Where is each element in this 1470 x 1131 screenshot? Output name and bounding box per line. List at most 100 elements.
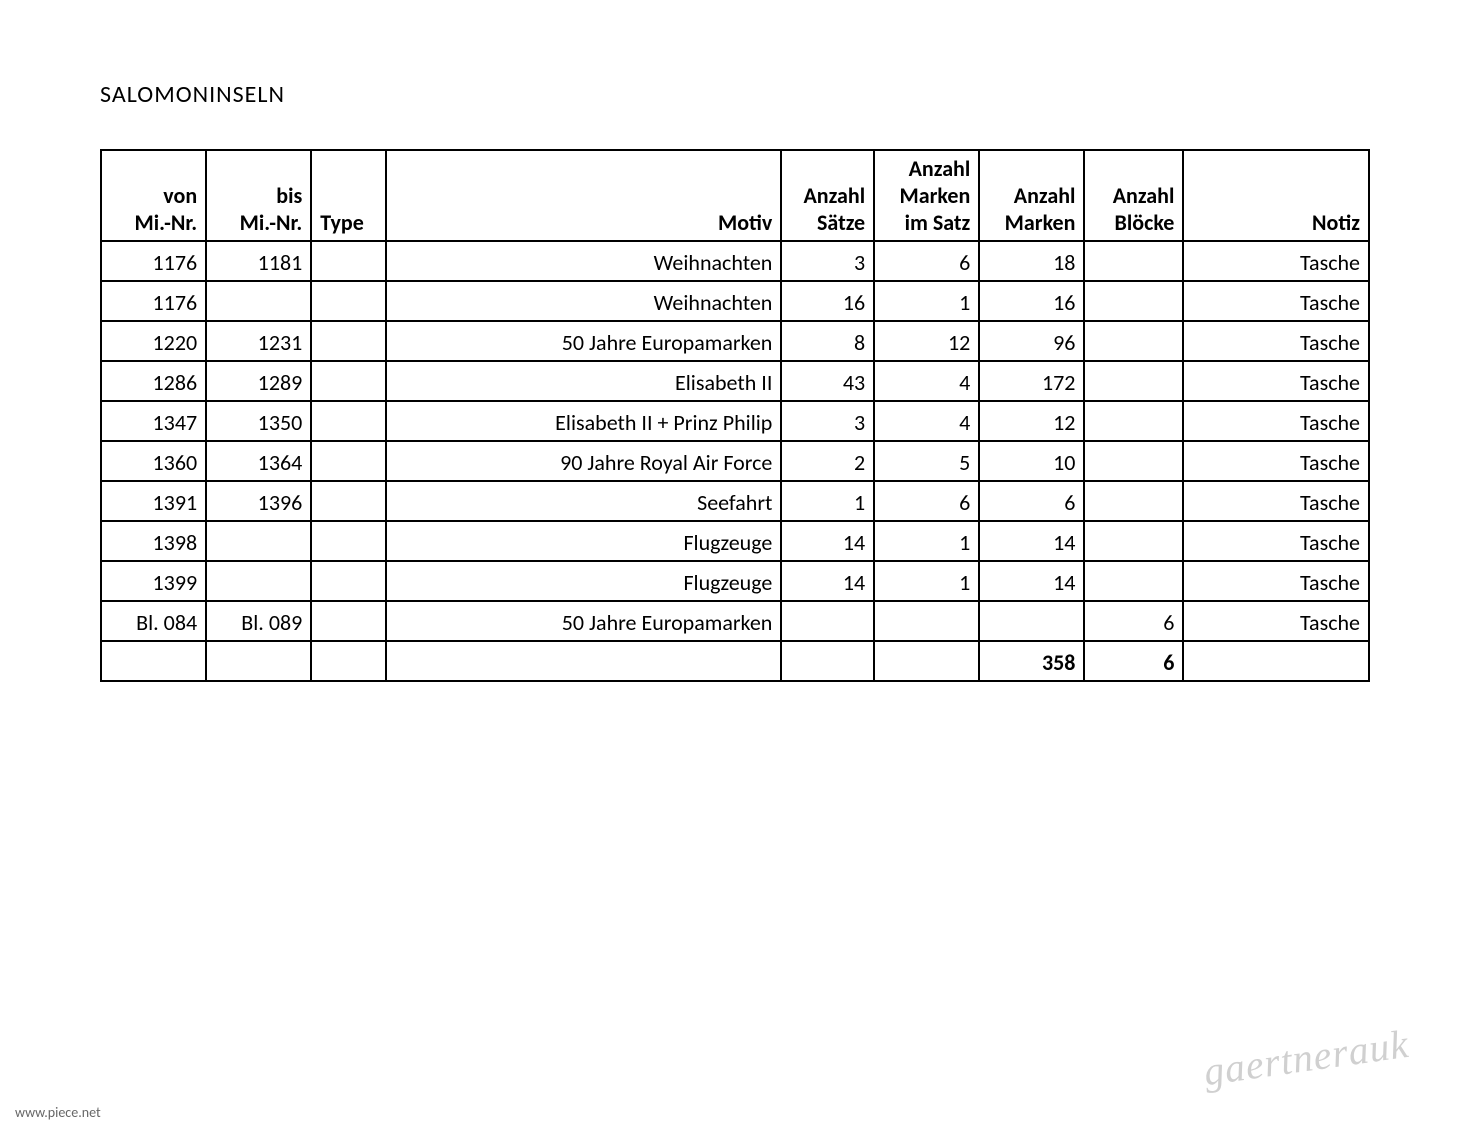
footer-source: www.piece.net xyxy=(15,1104,101,1121)
cell-satze: 2 xyxy=(781,441,874,481)
total-cell xyxy=(781,641,874,681)
cell-blocke xyxy=(1084,481,1183,521)
cell-notiz: Tasche xyxy=(1183,401,1369,441)
cell-marken: 10 xyxy=(979,441,1084,481)
cell-blocke xyxy=(1084,441,1183,481)
cell-type xyxy=(311,361,385,401)
cell-marken: 16 xyxy=(979,281,1084,321)
cell-blocke xyxy=(1084,241,1183,281)
cell-blocke xyxy=(1084,561,1183,601)
document-container: SALOMONINSELN von Mi.-Nr. bis Mi.-Nr. xyxy=(0,0,1470,682)
cell-imsatz: 12 xyxy=(874,321,979,361)
cell-type xyxy=(311,241,385,281)
table-row: 1398Flugzeuge14114Tasche xyxy=(101,521,1369,561)
cell-satze: 14 xyxy=(781,521,874,561)
cell-blocke xyxy=(1084,281,1183,321)
table-row: 1360136490 Jahre Royal Air Force2510Tasc… xyxy=(101,441,1369,481)
table-row: 12861289Elisabeth II434172Tasche xyxy=(101,361,1369,401)
cell-bis: 1350 xyxy=(206,401,311,441)
cell-type xyxy=(311,321,385,361)
cell-marken: 18 xyxy=(979,241,1084,281)
table-header-row: von Mi.-Nr. bis Mi.-Nr. Type Motiv Anzah… xyxy=(101,150,1369,241)
cell-motiv: Elisabeth II xyxy=(386,361,782,401)
cell-bis: 1289 xyxy=(206,361,311,401)
col-header-marken: Anzahl Marken xyxy=(979,150,1084,241)
cell-von: 1398 xyxy=(101,521,206,561)
cell-blocke: 6 xyxy=(1084,601,1183,641)
cell-motiv: Flugzeuge xyxy=(386,521,782,561)
cell-type xyxy=(311,481,385,521)
cell-blocke xyxy=(1084,361,1183,401)
cell-type xyxy=(311,561,385,601)
cell-satze: 14 xyxy=(781,561,874,601)
cell-motiv: Flugzeuge xyxy=(386,561,782,601)
cell-imsatz: 4 xyxy=(874,361,979,401)
table-row: 11761181Weihnachten3618Tasche xyxy=(101,241,1369,281)
cell-notiz: Tasche xyxy=(1183,601,1369,641)
cell-notiz: Tasche xyxy=(1183,281,1369,321)
cell-satze: 3 xyxy=(781,401,874,441)
total-cell xyxy=(101,641,206,681)
cell-notiz: Tasche xyxy=(1183,521,1369,561)
total-cell: 6 xyxy=(1084,641,1183,681)
cell-satze: 1 xyxy=(781,481,874,521)
cell-imsatz: 6 xyxy=(874,241,979,281)
cell-satze: 16 xyxy=(781,281,874,321)
stamp-inventory-table: von Mi.-Nr. bis Mi.-Nr. Type Motiv Anzah… xyxy=(100,149,1370,682)
cell-von: 1176 xyxy=(101,281,206,321)
cell-notiz: Tasche xyxy=(1183,321,1369,361)
cell-satze xyxy=(781,601,874,641)
cell-imsatz: 1 xyxy=(874,521,979,561)
cell-marken xyxy=(979,601,1084,641)
cell-type xyxy=(311,521,385,561)
cell-notiz: Tasche xyxy=(1183,361,1369,401)
total-cell xyxy=(386,641,782,681)
cell-marken: 6 xyxy=(979,481,1084,521)
total-cell xyxy=(311,641,385,681)
cell-type xyxy=(311,281,385,321)
cell-marken: 14 xyxy=(979,521,1084,561)
cell-motiv: 50 Jahre Europamarken xyxy=(386,321,782,361)
cell-bis: 1231 xyxy=(206,321,311,361)
cell-von: Bl. 084 xyxy=(101,601,206,641)
cell-motiv: 50 Jahre Europamarken xyxy=(386,601,782,641)
cell-blocke xyxy=(1084,321,1183,361)
col-header-imsatz: Anzahl Marken im Satz xyxy=(874,150,979,241)
cell-notiz: Tasche xyxy=(1183,481,1369,521)
cell-motiv: 90 Jahre Royal Air Force xyxy=(386,441,782,481)
total-cell xyxy=(1183,641,1369,681)
cell-marken: 172 xyxy=(979,361,1084,401)
cell-von: 1360 xyxy=(101,441,206,481)
cell-imsatz xyxy=(874,601,979,641)
total-cell: 358 xyxy=(979,641,1084,681)
cell-imsatz: 1 xyxy=(874,281,979,321)
watermark-text: gaertnerauk xyxy=(1201,1020,1412,1095)
table-row: 1399Flugzeuge14114Tasche xyxy=(101,561,1369,601)
table-row: 13471350Elisabeth II + Prinz Philip3412T… xyxy=(101,401,1369,441)
page-title: SALOMONINSELN xyxy=(100,80,1370,109)
cell-marken: 96 xyxy=(979,321,1084,361)
cell-motiv: Seefahrt xyxy=(386,481,782,521)
col-header-type: Type xyxy=(311,150,385,241)
cell-von: 1391 xyxy=(101,481,206,521)
cell-imsatz: 4 xyxy=(874,401,979,441)
cell-bis: Bl. 089 xyxy=(206,601,311,641)
cell-blocke xyxy=(1084,521,1183,561)
cell-motiv: Weihnachten xyxy=(386,281,782,321)
total-cell xyxy=(874,641,979,681)
cell-notiz: Tasche xyxy=(1183,241,1369,281)
cell-motiv: Elisabeth II + Prinz Philip xyxy=(386,401,782,441)
col-header-notiz: Notiz xyxy=(1183,150,1369,241)
cell-von: 1286 xyxy=(101,361,206,401)
col-header-bis: bis Mi.-Nr. xyxy=(206,150,311,241)
cell-motiv: Weihnachten xyxy=(386,241,782,281)
cell-notiz: Tasche xyxy=(1183,441,1369,481)
cell-marken: 14 xyxy=(979,561,1084,601)
table-row: 1176Weihnachten16116Tasche xyxy=(101,281,1369,321)
cell-von: 1220 xyxy=(101,321,206,361)
cell-bis xyxy=(206,281,311,321)
col-header-motiv: Motiv xyxy=(386,150,782,241)
table-totals-row: 3586 xyxy=(101,641,1369,681)
cell-satze: 8 xyxy=(781,321,874,361)
cell-blocke xyxy=(1084,401,1183,441)
